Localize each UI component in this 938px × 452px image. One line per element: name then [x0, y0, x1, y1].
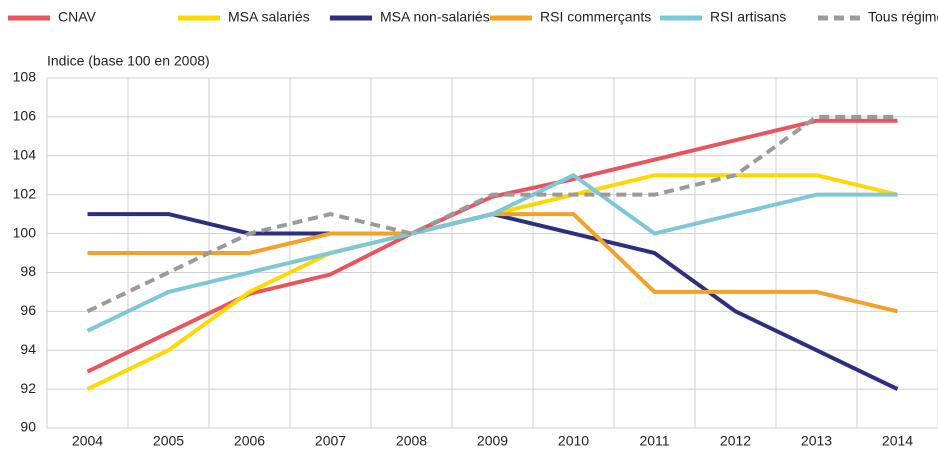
- x-tick-label: 2010: [558, 433, 589, 449]
- y-tick-label: 108: [13, 69, 37, 85]
- y-tick-label: 96: [20, 302, 36, 318]
- y-tick-label: 104: [13, 146, 37, 162]
- legend-label: CNAV: [58, 9, 97, 25]
- x-tick-label: 2011: [639, 433, 669, 449]
- x-tick-label: 2009: [477, 433, 508, 449]
- y-tick-label: 98: [20, 263, 36, 279]
- y-tick-label: 90: [20, 419, 36, 435]
- y-tick-label: 106: [13, 108, 37, 124]
- y-tick-label: 94: [20, 341, 36, 357]
- x-tick-label: 2005: [153, 433, 184, 449]
- x-tick-label: 2008: [396, 433, 427, 449]
- x-tick-label: 2007: [315, 433, 346, 449]
- y-tick-label: 100: [13, 224, 37, 240]
- x-tick-label: 2004: [72, 433, 103, 449]
- legend-label: MSA non-salariés: [380, 9, 490, 25]
- x-tick-label: 2014: [882, 433, 913, 449]
- legend-label: RSI commerçants: [540, 9, 651, 25]
- series-line: [86, 114, 898, 314]
- legend-label: MSA salariés: [228, 9, 310, 25]
- y-axis-label: Indice (base 100 en 2008): [47, 53, 210, 69]
- x-tick-label: 2012: [720, 433, 751, 449]
- legend-label: Tous régimes: [868, 9, 938, 25]
- x-tick-label: 2013: [801, 433, 832, 449]
- x-tick-label: 2006: [234, 433, 265, 449]
- y-tick-label: 102: [13, 185, 37, 201]
- y-tick-label: 92: [20, 380, 36, 396]
- legend-label: RSI artisans: [710, 9, 786, 25]
- series-line: [86, 173, 898, 333]
